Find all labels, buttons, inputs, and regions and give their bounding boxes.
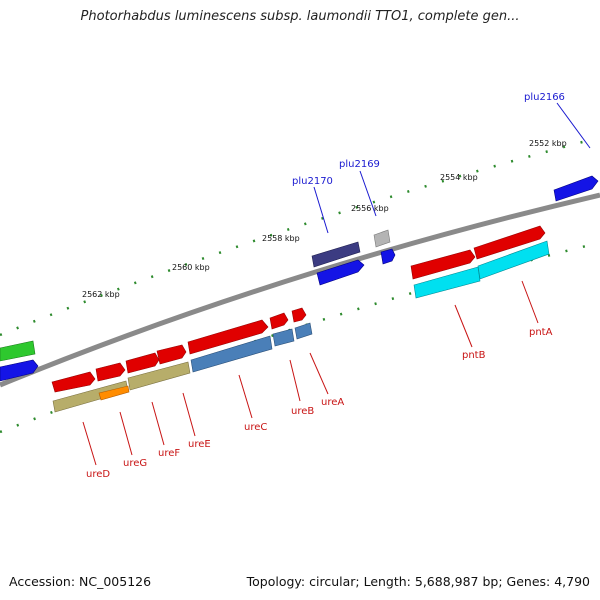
tick-label: 2556 kbp (351, 204, 389, 213)
tick-label: 2552 kbp (529, 139, 567, 148)
leader-line (82, 421, 97, 466)
gene-forward[interactable] (187, 319, 269, 355)
leader-line (309, 352, 329, 395)
leader-line (151, 401, 165, 446)
gene-steel[interactable] (190, 335, 273, 373)
topology-text: Topology: circular; Length: 5,688,987 bp… (246, 574, 590, 589)
tick-label: 2554 kbp (440, 173, 478, 182)
leader-line (119, 411, 133, 456)
genome-backbone (0, 192, 600, 388)
gene-forward[interactable] (291, 307, 307, 323)
gene-forward[interactable] (125, 352, 160, 374)
gene-orange[interactable] (98, 385, 130, 401)
tick-label: 2560 kbp (172, 263, 210, 272)
gene-label-ureC[interactable]: ureC (244, 422, 267, 433)
leader-line (313, 186, 329, 234)
leader-line (454, 304, 473, 348)
leader-line (521, 280, 539, 324)
gene-label-pntA[interactable]: pntA (529, 327, 553, 338)
gene-steel[interactable] (272, 328, 295, 347)
gene-blue[interactable] (0, 359, 39, 382)
map-title: Photorhabdus luminescens subsp. laumondi… (80, 9, 520, 24)
gene-forward[interactable] (156, 344, 187, 365)
gene-label-plu2169[interactable]: plu2169 (339, 159, 380, 170)
gene-forward[interactable] (269, 312, 289, 330)
gene-navy[interactable] (311, 241, 361, 268)
gene-label-ureG[interactable]: ureG (123, 458, 147, 469)
gene-blue[interactable] (553, 175, 599, 202)
gene-khaki[interactable] (127, 361, 191, 391)
outer-ruler (0, 138, 591, 337)
gene-forward[interactable] (473, 225, 546, 260)
gene-blue[interactable] (380, 248, 396, 265)
gene-blue[interactable] (316, 259, 365, 286)
gene-cyan[interactable] (413, 266, 481, 299)
leader-line (289, 359, 301, 402)
gene-label-ureA[interactable]: ureA (321, 397, 344, 408)
gene-label-ureD[interactable]: ureD (86, 469, 110, 480)
gene-label-plu2166[interactable]: plu2166 (524, 92, 565, 103)
tick-label: 2558 kbp (262, 234, 300, 243)
gene-label-plu2170[interactable]: plu2170 (292, 176, 333, 187)
leader-line (556, 102, 591, 149)
gene-forward[interactable] (51, 371, 96, 393)
gene-grey[interactable] (373, 229, 391, 248)
leader-line (238, 374, 253, 419)
leader-line (182, 392, 196, 437)
accession-text: Accession: NC_005126 (9, 574, 152, 589)
gene-label-ureB[interactable]: ureB (291, 406, 314, 417)
gene-green[interactable] (0, 340, 36, 362)
gene-label-ureF[interactable]: ureF (158, 448, 180, 459)
gene-forward[interactable] (95, 362, 126, 382)
gene-forward[interactable] (410, 249, 476, 280)
gene-cyan[interactable] (477, 240, 550, 280)
inner-ruler (0, 243, 591, 434)
gene-label-ureE[interactable]: ureE (188, 439, 211, 450)
gene-label-pntB[interactable]: pntB (462, 350, 486, 361)
gene-steel[interactable] (294, 322, 313, 340)
leader-line (359, 170, 377, 217)
tick-label: 2562 kbp (82, 290, 120, 299)
